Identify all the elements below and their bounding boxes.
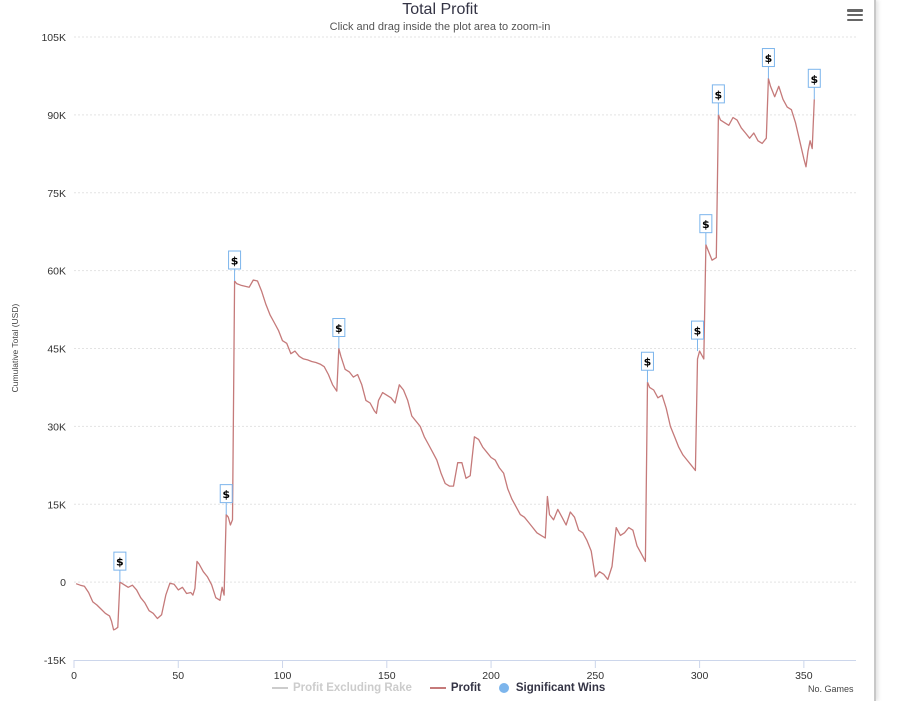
y-tick-label: 45K — [47, 344, 66, 356]
y-axis-title: Cumulative Total (USD) — [10, 304, 20, 393]
x-tick-label: 0 — [71, 670, 77, 682]
flag-box — [640, 351, 654, 371]
flag-box — [761, 48, 775, 68]
flag-label: $ — [702, 218, 710, 231]
hamburger-menu-icon[interactable] — [847, 9, 863, 22]
y-tick-label: 30K — [47, 421, 66, 433]
x-axis: 0 50 100 150 200 250 300 350 — [71, 660, 856, 682]
x-tick-label: 300 — [691, 670, 709, 682]
chart-subtitle: Click and drag inside the plot area to z… — [329, 21, 551, 33]
series-line-profit[interactable] — [75, 77, 815, 631]
significant-win-flag[interactable]: $ — [807, 68, 821, 100]
y-tick-label: 0 — [60, 577, 66, 589]
significant-win-flag[interactable]: $ — [691, 320, 705, 352]
x-tick-label: 100 — [274, 670, 292, 682]
significant-win-flag[interactable]: $ — [332, 318, 346, 349]
flag-box — [699, 214, 713, 234]
series-layer — [75, 77, 815, 631]
flag-label: $ — [231, 255, 239, 268]
flag-box — [807, 68, 821, 88]
y-tick-label: 75K — [47, 188, 66, 200]
x-tick-label: 350 — [795, 670, 813, 682]
x-tick-label: 50 — [172, 670, 184, 682]
flag-box — [332, 318, 346, 337]
flag-box — [219, 484, 233, 504]
legend-item-profit-excluding-rake[interactable]: Profit Excluding Rake — [272, 682, 412, 694]
flag-label: $ — [222, 488, 230, 501]
flag-label: $ — [810, 73, 818, 86]
x-tick-label: 200 — [482, 670, 500, 682]
significant-win-flag[interactable]: $ — [113, 551, 127, 583]
flag-box — [691, 320, 705, 340]
legend: Profit Excluding Rake Profit Significant… — [272, 679, 623, 697]
chart-plot-area[interactable]: -15K 0 15K 30K 45K 60K 75K 90K 105K 0 50 100 150 200… — [0, 0, 880, 701]
flag-box — [711, 84, 725, 104]
legend-line-icon — [429, 687, 446, 689]
grid-lines — [74, 36, 856, 583]
significant-win-flag[interactable]: $ — [219, 484, 233, 515]
menu-bar-1 — [847, 9, 863, 12]
flag-label: $ — [116, 556, 124, 569]
significant-wins-flags: $ $ $ $ $ $ $ $ $ $ — [113, 48, 821, 583]
legend-label: Profit — [450, 682, 481, 694]
menu-bar-2 — [847, 13, 863, 17]
y-tick-label: 105K — [41, 32, 66, 44]
legend-label: Significant Wins — [515, 682, 606, 694]
x-axis-title: No. Games — [808, 684, 854, 694]
y-axis-tick-labels: -15K 0 15K 30K 45K 60K 75K 90K 105K — [41, 32, 66, 667]
y-tick-label: 90K — [47, 110, 66, 122]
legend-dot-icon — [498, 683, 509, 693]
menu-bar-3 — [847, 18, 863, 22]
legend-line-icon — [272, 687, 288, 689]
y-tick-label: 60K — [47, 266, 66, 278]
y-tick-label: -15K — [44, 655, 66, 667]
significant-win-flag[interactable]: $ — [761, 48, 775, 79]
flag-label: $ — [765, 52, 773, 65]
legend-label: Profit Excluding Rake — [293, 682, 412, 694]
flag-label: $ — [694, 325, 702, 338]
flag-label: $ — [644, 356, 652, 369]
flag-box — [113, 551, 127, 571]
x-tick-label: 150 — [378, 670, 396, 682]
significant-win-flag[interactable]: $ — [640, 351, 654, 383]
legend-item-significant-wins[interactable]: Significant Wins — [498, 682, 606, 694]
chart-title: Total Profit — [402, 1, 478, 18]
significant-win-flag[interactable]: $ — [711, 84, 725, 115]
significant-win-flag[interactable]: $ — [699, 214, 713, 245]
x-tick-label: 250 — [587, 670, 605, 682]
flag-label: $ — [715, 88, 723, 101]
flag-label: $ — [335, 322, 343, 335]
significant-win-flag[interactable]: $ — [228, 250, 242, 282]
y-tick-label: 15K — [47, 499, 66, 511]
chart-container — [874, 0, 876, 701]
flag-box — [228, 250, 242, 270]
legend-item-profit[interactable]: Profit — [429, 682, 481, 694]
